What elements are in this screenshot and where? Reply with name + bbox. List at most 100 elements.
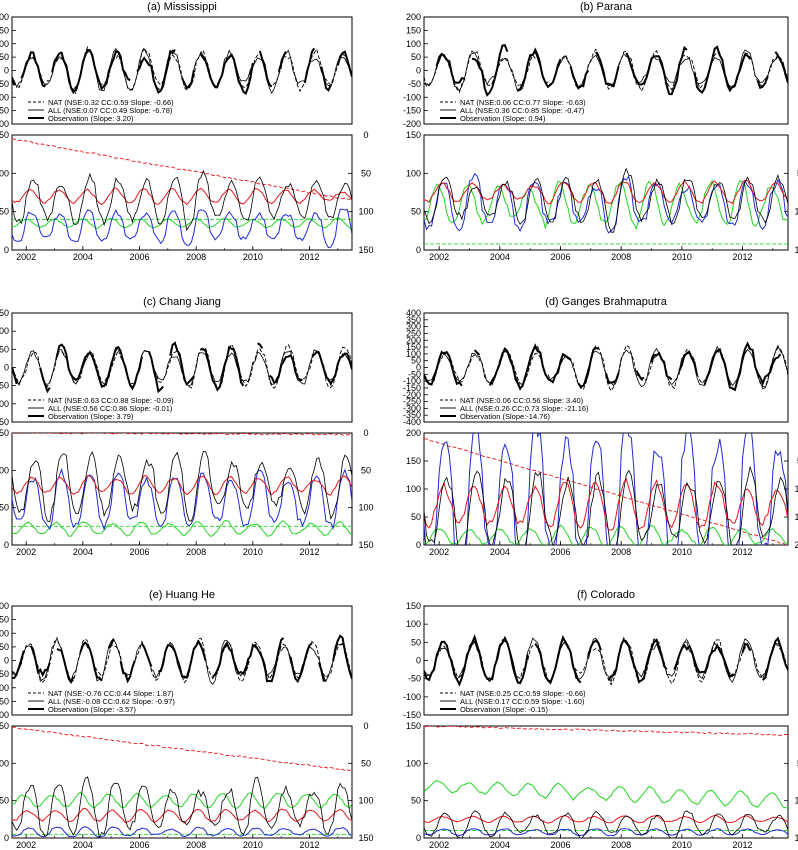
y2-tick-label: 100: [794, 796, 798, 806]
y-tick-label: 200: [0, 12, 9, 22]
y2-tick-label: 100: [358, 503, 373, 513]
y-tick-label: 150: [0, 25, 9, 35]
series-red: [424, 477, 788, 531]
driver-frame: [11, 432, 353, 546]
y-tick-label: -100: [403, 376, 421, 386]
panel-title: (a) Mississippi: [147, 1, 217, 13]
x-tick-label: 2008: [611, 252, 631, 262]
y-tick-label: 150: [0, 308, 9, 318]
y2-tick-label: 200: [794, 540, 798, 550]
legend-label: NAT (NSE:0.06 CC:0.77 Slope: -0.63): [460, 98, 586, 107]
x-tick-label: 2012: [299, 547, 319, 557]
series-observation: [424, 344, 788, 390]
panel-title: (e) Huang He: [149, 589, 215, 601]
x-tick-label: 2010: [672, 840, 692, 850]
series-blue: [424, 828, 788, 837]
y-tick-label: 150: [406, 130, 421, 140]
series-all: [424, 637, 788, 685]
y-tick-label: -50: [0, 79, 9, 89]
y2-tick-label: 150: [794, 833, 798, 843]
series-all: [12, 636, 352, 685]
anomaly-lines: [424, 344, 788, 391]
y-tick-label: 200: [0, 601, 9, 611]
y-tick-label: -50: [408, 79, 421, 89]
y-tick-label: -300: [403, 403, 421, 413]
x-tick-label: 2012: [732, 252, 752, 262]
panel-4: (e) Huang He 200 150 100 50 0 -50 -100 -150 -200 N…: [0, 589, 374, 850]
y-tick-label: -100: [403, 692, 421, 702]
y-tick-label: 50: [411, 637, 421, 647]
y-tick-label: 0: [416, 66, 421, 76]
panel-3: (d) Ganges Brahmaputra400350300250200150…: [403, 296, 798, 557]
series-black: [424, 167, 788, 233]
y-tick-label: 0: [416, 656, 421, 666]
y-tick-label: 100: [406, 619, 421, 629]
x-tick-label: 2012: [732, 840, 752, 850]
x-tick-label: 2002: [16, 840, 36, 850]
y2-tick-label: 0: [363, 130, 368, 140]
y2-tick-label: 50: [797, 168, 798, 178]
series-red: [424, 814, 788, 824]
series-observation: [424, 634, 788, 687]
series-blue: [424, 433, 788, 545]
y-tick-label: 100: [0, 758, 9, 768]
x-tick-label: 2008: [186, 547, 206, 557]
y-tick-label: -150: [0, 417, 9, 427]
y-tick-label: 150: [406, 721, 421, 731]
legend-label: ALL (NSE:0.26 CC:0.73 Slope: -21.16): [460, 404, 589, 413]
legend-label: ALL (NSE:0.56 CC:0.86 Slope: -0.01): [48, 404, 173, 413]
y-tick-label: 100: [0, 168, 9, 178]
y-tick-label: 50: [0, 642, 9, 652]
anomaly-lines: [424, 634, 788, 687]
x-tick-label: 2012: [732, 547, 752, 557]
legend-label: ALL (NSE:-0.08 CC:0.62 Slope: -0.97): [48, 697, 175, 706]
y-tick-label: 100: [406, 758, 421, 768]
y-tick-label: 0: [4, 540, 9, 550]
y-tick-label: -200: [403, 390, 421, 400]
y-tick-label: 0: [4, 245, 9, 255]
legend-label: Observation (Slope: -3.57): [48, 705, 136, 714]
x-tick-label: 2008: [186, 252, 206, 262]
y-tick-label: 0: [4, 363, 9, 373]
y2-tick-label: 100: [358, 796, 373, 806]
y-tick-label: 100: [406, 168, 421, 178]
x-tick-label: 2004: [490, 547, 510, 557]
legend-label: NAT (NSE:0.25 CC:0.59 Slope: -0.66): [460, 689, 586, 698]
y-tick-label: -150: [403, 383, 421, 393]
y-tick-label: -100: [0, 92, 9, 102]
y-tick-label: -150: [0, 106, 9, 116]
y2-tick-label: 150: [794, 512, 798, 522]
series-nat: [424, 344, 788, 392]
panel-5: (f) Colorado 150 100 50 0 -50 -100 -150 NAT (NSE…: [403, 589, 798, 850]
series-red: [12, 475, 352, 496]
x-tick-label: 2002: [429, 252, 449, 262]
panel-title: (d) Ganges Brahmaputra: [545, 296, 668, 308]
y-tick-label: -350: [403, 410, 421, 420]
x-tick-label: 2004: [490, 840, 510, 850]
y-tick-label: 150: [406, 25, 421, 35]
x-tick-label: 2008: [611, 547, 631, 557]
y2-tick-label: 0: [363, 428, 368, 438]
series-red-dashed: [12, 726, 352, 772]
x-tick-label: 2004: [73, 840, 93, 850]
y-tick-label: 50: [0, 207, 9, 217]
anomaly-lines: [12, 634, 352, 685]
series-green: [424, 524, 788, 545]
y-tick-label: -50: [0, 669, 9, 679]
driver-lines: [12, 726, 352, 838]
driver-lines: [424, 167, 788, 245]
y-tick-label: 100: [406, 484, 421, 494]
y2-tick-label: 50: [361, 758, 371, 768]
y2-tick-label: 150: [794, 245, 798, 255]
y-tick-label: 50: [0, 52, 9, 62]
x-tick-label: 2006: [129, 840, 149, 850]
legend-label: ALL (NSE:0.17 CC:0.59 Slope: -1.60): [460, 697, 585, 706]
panel-0: (a) Mississippi 200 150 100 50 0 -50 -100 -150 -2…: [0, 1, 374, 262]
y-tick-label: -50: [408, 674, 421, 684]
y-tick-label: -200: [0, 119, 9, 129]
y-tick-label: -150: [0, 696, 9, 706]
series-nat: [424, 636, 788, 686]
y-tick-label: 100: [0, 465, 9, 475]
legend-label: ALL (NSE:0.36 CC:0.85 Slope: -0.47): [460, 106, 585, 115]
panel-2: (c) Chang Jiang 150 100 50 0 -50 -100 -150 NAT (…: [0, 296, 374, 557]
